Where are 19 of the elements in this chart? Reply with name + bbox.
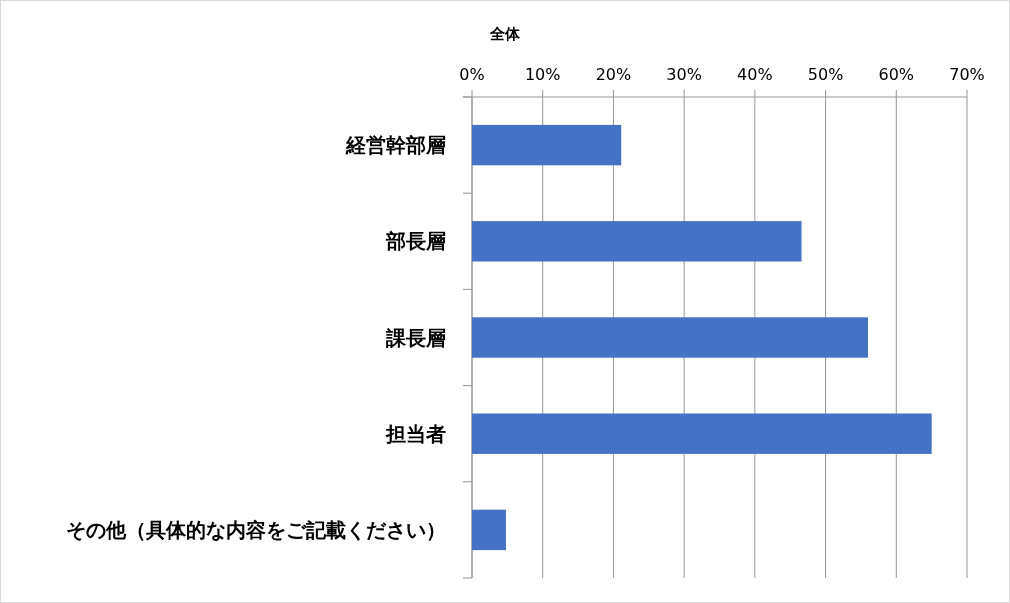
bar <box>472 221 802 262</box>
bar <box>472 124 622 166</box>
y-tick-label: 経営幹部層 <box>345 133 446 158</box>
x-tick-label: 30% <box>666 65 702 84</box>
bar <box>472 509 506 551</box>
x-tick-label: 60% <box>878 65 915 84</box>
x-tick-label: 70% <box>949 65 985 84</box>
y-tick-label: その他（具体的な内容をご記載ください） <box>66 517 446 542</box>
bar <box>472 317 868 358</box>
y-tick-label: 担当者 <box>385 421 446 446</box>
bar <box>472 413 932 454</box>
y-tick-label: 部長層 <box>385 229 446 254</box>
x-tick-label: 10% <box>524 65 561 84</box>
x-tick-label: 40% <box>737 65 773 84</box>
x-tick-label: 20% <box>595 65 632 84</box>
x-tick-label: 50% <box>807 65 844 84</box>
chart-title: 全体 <box>489 25 521 43</box>
y-tick-label: 課長層 <box>385 325 446 350</box>
x-tick-label: 0% <box>459 65 485 84</box>
